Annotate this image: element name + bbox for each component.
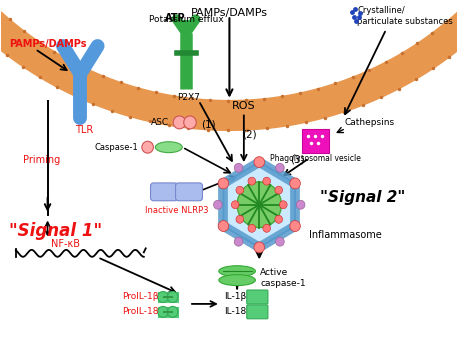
FancyBboxPatch shape [301,129,328,153]
Ellipse shape [155,142,182,153]
Circle shape [184,116,196,129]
Circle shape [237,182,282,227]
FancyBboxPatch shape [175,183,202,201]
Text: Active
caspase-1: Active caspase-1 [260,268,306,288]
Text: Potassium efflux: Potassium efflux [149,15,224,24]
Circle shape [248,224,255,232]
Circle shape [236,215,244,223]
Circle shape [254,242,264,253]
Circle shape [158,292,168,303]
Circle shape [275,163,284,172]
Ellipse shape [219,275,255,286]
Text: Inactive NLRP3: Inactive NLRP3 [145,206,208,215]
Circle shape [263,177,271,185]
Circle shape [263,224,271,232]
FancyBboxPatch shape [247,290,268,304]
Text: "Signal 2": "Signal 2" [319,190,405,205]
Text: Phagolysosomal vesicle: Phagolysosomal vesicle [270,154,361,163]
Circle shape [234,237,243,246]
Text: Priming: Priming [23,155,60,165]
Circle shape [167,306,178,317]
Circle shape [290,221,301,232]
Text: IL-18: IL-18 [225,307,247,316]
Ellipse shape [219,266,255,277]
Circle shape [254,157,264,167]
Text: ProIL-1β: ProIL-1β [122,293,158,301]
Text: Inflammasome: Inflammasome [310,229,382,239]
Circle shape [173,116,186,129]
Text: NF-κB: NF-κB [51,239,81,249]
Text: PAMPs/DAMPs: PAMPs/DAMPs [191,8,268,18]
Text: ATP: ATP [165,13,186,23]
Circle shape [218,178,229,189]
Circle shape [142,141,154,153]
Text: ROS: ROS [232,100,255,110]
Text: ProIL-18: ProIL-18 [122,307,158,316]
Circle shape [231,201,239,209]
Text: Cathepsins: Cathepsins [345,118,395,128]
Text: (2): (2) [242,129,257,139]
Circle shape [214,200,222,209]
Circle shape [248,177,255,185]
Polygon shape [0,0,474,130]
FancyBboxPatch shape [247,305,268,319]
Circle shape [275,237,284,246]
Circle shape [158,306,168,317]
Text: IL-1β: IL-1β [225,293,247,301]
Text: P2X7: P2X7 [178,93,201,102]
Text: (1): (1) [201,119,216,129]
Circle shape [234,163,243,172]
Text: TLR: TLR [75,126,93,135]
Text: (3): (3) [291,154,305,164]
Text: Crystalline/
particulate substances: Crystalline/ particulate substances [357,7,453,26]
Circle shape [275,215,283,223]
Circle shape [167,292,178,303]
Circle shape [296,200,305,209]
Circle shape [280,201,287,209]
Text: ASC: ASC [151,118,169,127]
FancyBboxPatch shape [151,183,177,201]
Polygon shape [223,162,295,247]
Text: "Signal 1": "Signal 1" [9,222,102,240]
Circle shape [290,178,301,189]
Text: PAMPs/DAMPs: PAMPs/DAMPs [9,39,87,49]
Circle shape [218,221,229,232]
Text: Caspase-1: Caspase-1 [94,143,138,152]
Circle shape [275,186,283,194]
Circle shape [236,186,244,194]
